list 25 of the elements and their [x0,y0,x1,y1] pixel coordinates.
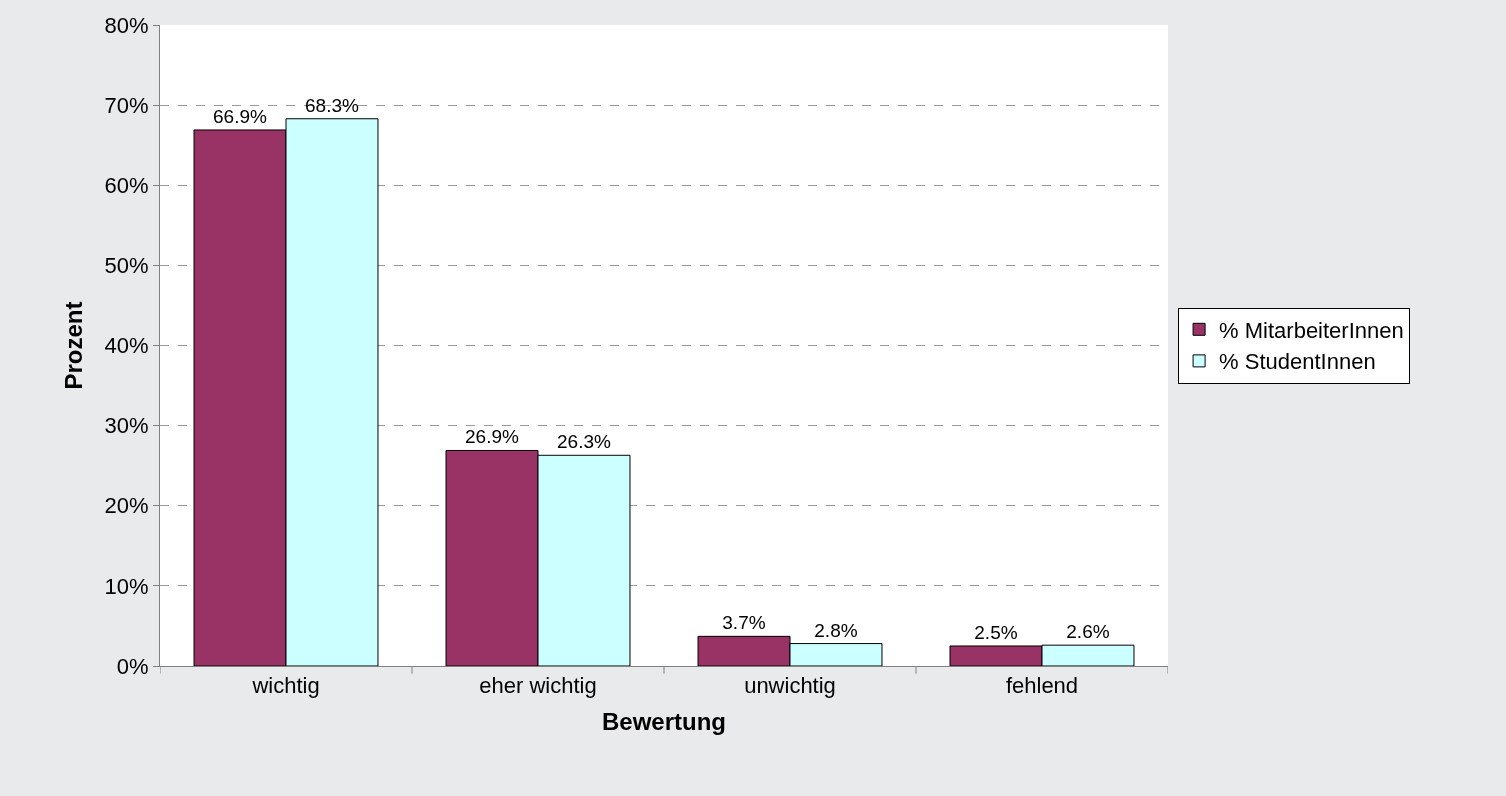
y-tick-label: 70% [104,92,149,118]
data-label: 2.8% [814,619,858,641]
y-axis-title: Prozent [59,301,87,390]
data-label: 68.3% [305,94,359,116]
legend-label: % MitarbeiterInnen [1219,317,1404,343]
y-tick-label: 50% [104,253,149,279]
x-tick-label: unwichtig [744,673,836,699]
x-axis-title: Bewertung [601,707,727,735]
y-tick-label: 80% [104,12,149,38]
x-tick-label: wichtig [251,673,320,699]
x-tick-label: fehlend [1005,673,1079,699]
legend-label: % StudentInnen [1219,349,1376,375]
data-label: 26.9% [465,426,519,448]
y-tick-label: 30% [104,413,149,439]
data-label: 66.9% [213,105,267,127]
y-tick-label: 10% [104,573,149,599]
y-tick-label: 40% [104,333,149,359]
data-label: 26.3% [557,431,611,453]
y-tick-label: 0% [116,653,149,679]
y-tick-label: 20% [104,493,149,519]
data-label: 2.5% [974,621,1018,643]
x-tick-label: eher wichtig [479,673,597,699]
y-tick-label: 60% [104,172,149,198]
data-label: 3.7% [722,612,766,634]
data-label: 2.6% [1066,621,1110,643]
